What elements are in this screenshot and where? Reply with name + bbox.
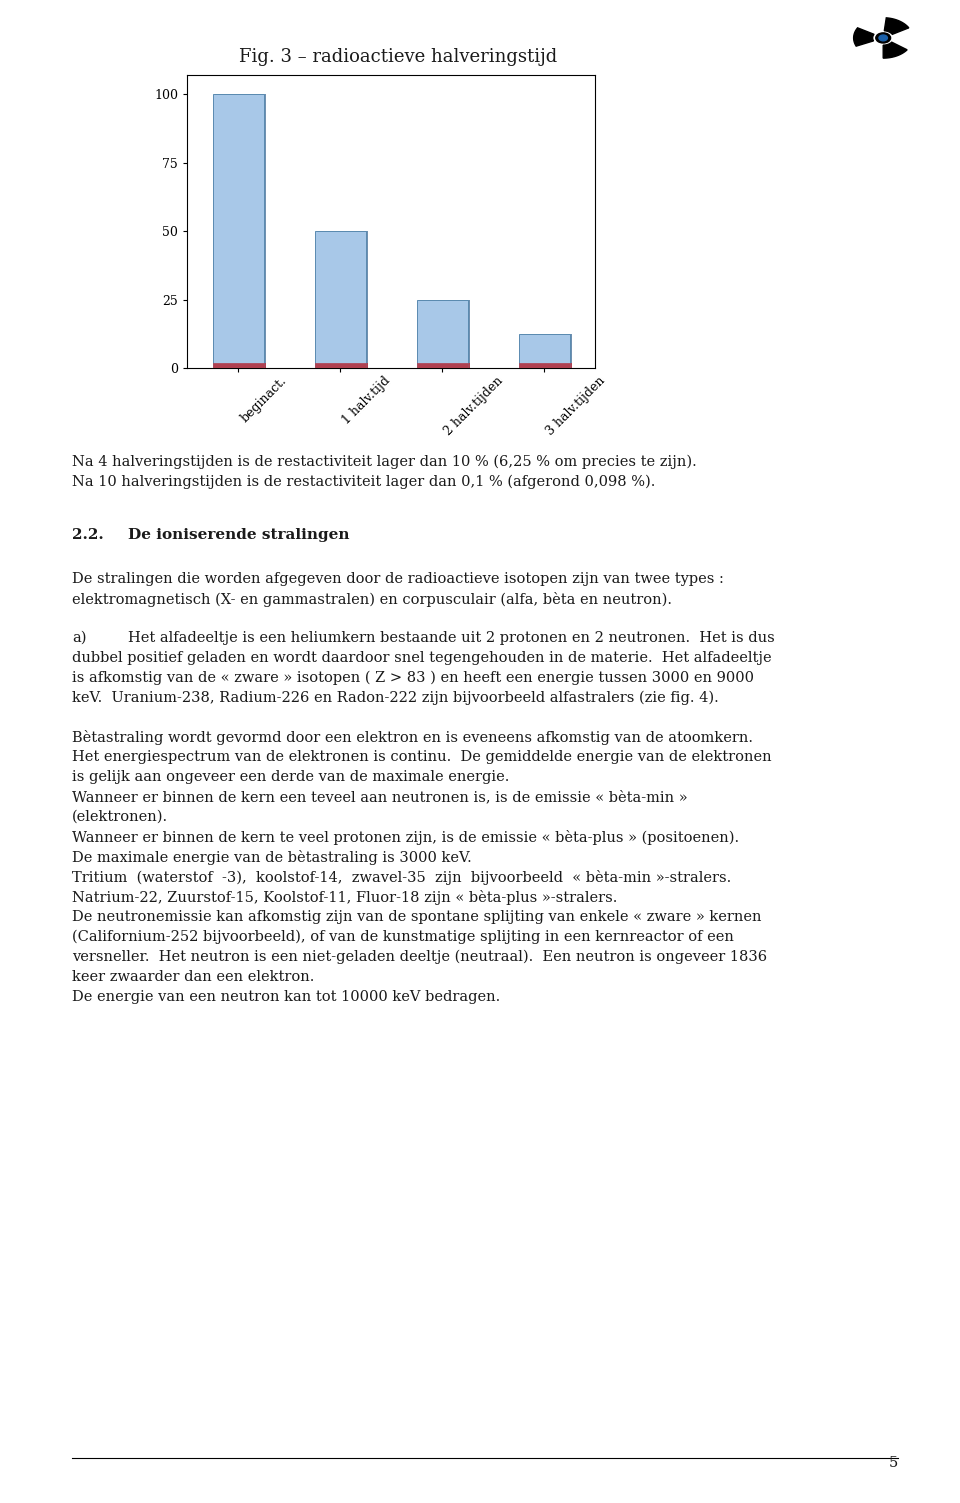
Text: De stralingen die worden afgegeven door de radioactieve isotopen zijn van twee t: De stralingen die worden afgegeven door …: [72, 573, 724, 586]
Polygon shape: [853, 29, 874, 47]
Circle shape: [879, 35, 887, 41]
Bar: [420, 299, 470, 368]
Text: CONTROLATON: CONTROLATON: [865, 74, 901, 78]
Text: Wanneer er binnen de kern een teveel aan neutronen is, is de emissie « bèta-min : Wanneer er binnen de kern een teveel aan…: [72, 791, 687, 804]
Text: elektromagnetisch (X- en gammastralen) en corpusculair (alfa, bèta en neutron).: elektromagnetisch (X- en gammastralen) e…: [72, 592, 672, 607]
Bar: [315, 231, 366, 368]
Text: Tritium  (waterstof  -3),  koolstof-14,  zwavel-35  zijn  bijvoorbeeld  « bèta-m: Tritium (waterstof -3), koolstof-14, zwa…: [72, 870, 732, 885]
Bar: [215, 95, 266, 368]
Text: is afkomstig van de « zware » isotopen ( Z > 83 ) en heeft een energie tussen 30: is afkomstig van de « zware » isotopen (…: [72, 670, 754, 685]
Text: (elektronen).: (elektronen).: [72, 810, 168, 824]
Text: De energie van een neutron kan tot 10000 keV bedragen.: De energie van een neutron kan tot 10000…: [72, 990, 500, 1004]
Text: is gelijk aan ongeveer een derde van de maximale energie.: is gelijk aan ongeveer een derde van de …: [72, 770, 510, 785]
Text: a): a): [72, 631, 86, 645]
Text: 2.2.: 2.2.: [72, 528, 104, 543]
Text: keer zwaarder dan een elektron.: keer zwaarder dan een elektron.: [72, 969, 314, 984]
Text: De maximale energie van de bètastraling is 3000 keV.: De maximale energie van de bètastraling …: [72, 851, 471, 866]
Text: versneller.  Het neutron is een niet-geladen deeltje (neutraal).  Een neutron is: versneller. Het neutron is een niet-gela…: [72, 950, 767, 965]
Text: Bètastraling wordt gevormd door een elektron en is eveneens afkomstig van de ato: Bètastraling wordt gevormd door een elek…: [72, 730, 753, 745]
Bar: [317, 362, 369, 368]
Bar: [420, 362, 470, 368]
Text: Het alfadeeltje is een heliumkern bestaande uit 2 protonen en 2 neutronen.  Het : Het alfadeeltje is een heliumkern bestaa…: [128, 631, 775, 645]
Bar: [315, 362, 366, 368]
Text: De ioniserende stralingen: De ioniserende stralingen: [128, 528, 349, 543]
Text: Na 4 halveringstijden is de restactiviteit lager dan 10 % (6,25 % om precies te : Na 4 halveringstijden is de restactivite…: [72, 455, 697, 469]
Text: keV.  Uranium-238, Radium-226 en Radon-222 zijn bijvoorbeeld alfastralers (zie f: keV. Uranium-238, Radium-226 en Radon-22…: [72, 691, 719, 705]
Polygon shape: [884, 18, 909, 35]
Text: Het energiespectrum van de elektronen is continu.  De gemiddelde energie van de : Het energiespectrum van de elektronen is…: [72, 750, 772, 764]
Bar: [213, 95, 264, 368]
Bar: [213, 362, 264, 368]
Text: (Californium-252 bijvoorbeeld), of van de kunstmatige splijting in een kernreact: (Californium-252 bijvoorbeeld), of van d…: [72, 930, 733, 944]
Bar: [518, 362, 569, 368]
Bar: [521, 362, 572, 368]
Text: Natrium-22, Zuurstof-15, Koolstof-11, Fluor-18 zijn « bèta-plus »-stralers.: Natrium-22, Zuurstof-15, Koolstof-11, Fl…: [72, 890, 617, 905]
Text: Fig. 3 – radioactieve halveringstijd: Fig. 3 – radioactieve halveringstijd: [239, 48, 558, 66]
Bar: [417, 299, 468, 368]
Polygon shape: [883, 42, 907, 59]
Bar: [215, 362, 266, 368]
Text: AV: AV: [872, 51, 895, 66]
Bar: [317, 231, 369, 368]
Bar: [518, 334, 569, 368]
Text: De neutronemissie kan afkomstig zijn van de spontane splijting van enkele « zwar: De neutronemissie kan afkomstig zijn van…: [72, 909, 761, 924]
Bar: [521, 334, 572, 368]
Circle shape: [876, 33, 891, 44]
Bar: [417, 362, 468, 368]
Text: 5: 5: [888, 1456, 898, 1470]
Text: Wanneer er binnen de kern te veel protonen zijn, is de emissie « bèta-plus » (po: Wanneer er binnen de kern te veel proton…: [72, 830, 739, 845]
Text: Na 10 halveringstijden is de restactiviteit lager dan 0,1 % (afgerond 0,098 %).: Na 10 halveringstijden is de restactivit…: [72, 475, 656, 490]
Text: dubbel positief geladen en wordt daardoor snel tegengehouden in de materie.  Het: dubbel positief geladen en wordt daardoo…: [72, 651, 772, 664]
